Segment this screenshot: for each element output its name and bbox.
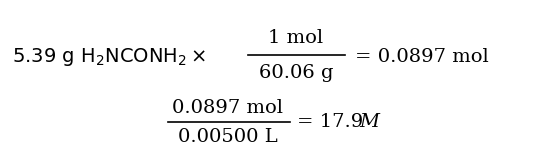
- Text: = 0.0897 mol: = 0.0897 mol: [355, 48, 489, 66]
- Text: 0.0897 mol: 0.0897 mol: [173, 99, 284, 117]
- Text: = 17.9: = 17.9: [297, 113, 369, 131]
- Text: 1 mol: 1 mol: [269, 29, 324, 47]
- Text: $\mathsf{5.39\ g\ H_2NCONH_2 \times}$: $\mathsf{5.39\ g\ H_2NCONH_2 \times}$: [12, 46, 206, 68]
- Text: M: M: [359, 113, 379, 131]
- Text: 60.06 g: 60.06 g: [259, 64, 333, 82]
- Text: 0.00500 L: 0.00500 L: [178, 128, 278, 146]
